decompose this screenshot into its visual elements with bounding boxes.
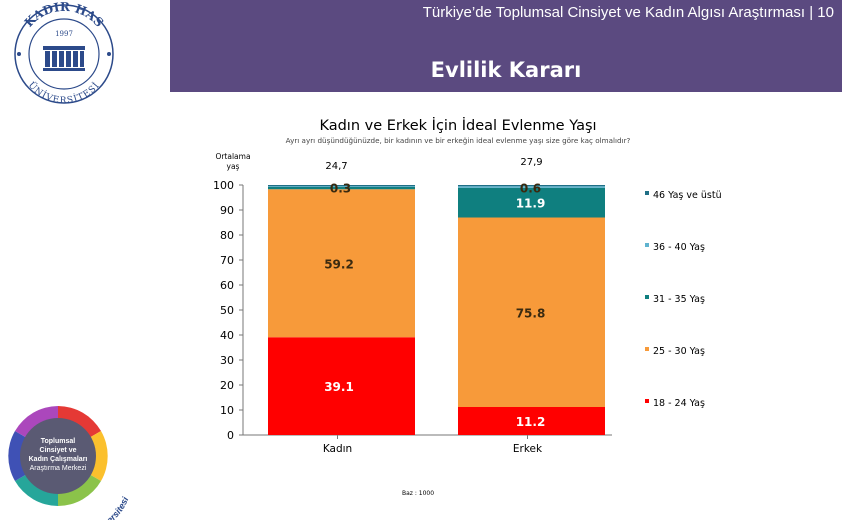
average-label-text: Ortalamayaş [215,152,250,171]
x-tick-label: Erkek [513,443,543,455]
legend-label: 18 - 24 Yaş [653,398,705,409]
y-tick-label: 40 [220,329,234,342]
legend-swatch [645,243,649,247]
legend: 46 Yaş ve üstü 36 - 40 Yaş 31 - 35 Yaş 25 -… [645,190,722,409]
legend-swatch [645,191,649,195]
y-tick-label: 60 [220,279,234,292]
legend-swatch [645,295,649,299]
y-tick-label: 100 [213,179,234,192]
data-label: 11.2 [516,415,546,429]
y-tick-label: 0 [227,429,234,442]
x-axis-ticks: Kadın Erkek [323,435,543,455]
chart-title: Kadın ve Erkek İçin İdeal Evlenme Yaşı [319,116,596,134]
y-tick-label: 30 [220,354,234,367]
legend-label: 46 Yaş ve üstü [653,190,722,201]
y-tick-label: 50 [220,304,234,317]
data-label: 11.9 [516,197,546,211]
x-tick-label: Kadın [323,443,352,455]
data-label: 0.3 [330,181,351,195]
y-tick-label: 70 [220,254,234,267]
legend-label: 25 - 30 Yaş [653,346,705,357]
bars [268,185,605,435]
y-tick-label: 90 [220,204,234,217]
y-tick-label: 10 [220,404,234,417]
data-label: 75.8 [516,306,546,320]
legend-swatch [645,399,649,403]
y-tick-label: 20 [220,379,234,392]
average-value: 27,9 [520,157,542,168]
legend-swatch [645,347,649,351]
average-age-label: Ortalamayaş 24,7 27,9 [215,152,542,172]
data-label: 39.1 [324,380,354,394]
y-tick-label: 80 [220,229,234,242]
legend-label: 36 - 40 Yaş [653,242,705,253]
average-value: 24,7 [325,161,347,172]
chart-subtitle: Ayrı ayrı düşündüğünüzde, bir kadının ve… [286,136,631,145]
data-label: 59.2 [324,257,354,271]
base-note: Baz : 1000 [402,490,434,497]
data-label: 0.6 [520,181,541,195]
legend-label: 31 - 35 Yaş [653,294,705,305]
